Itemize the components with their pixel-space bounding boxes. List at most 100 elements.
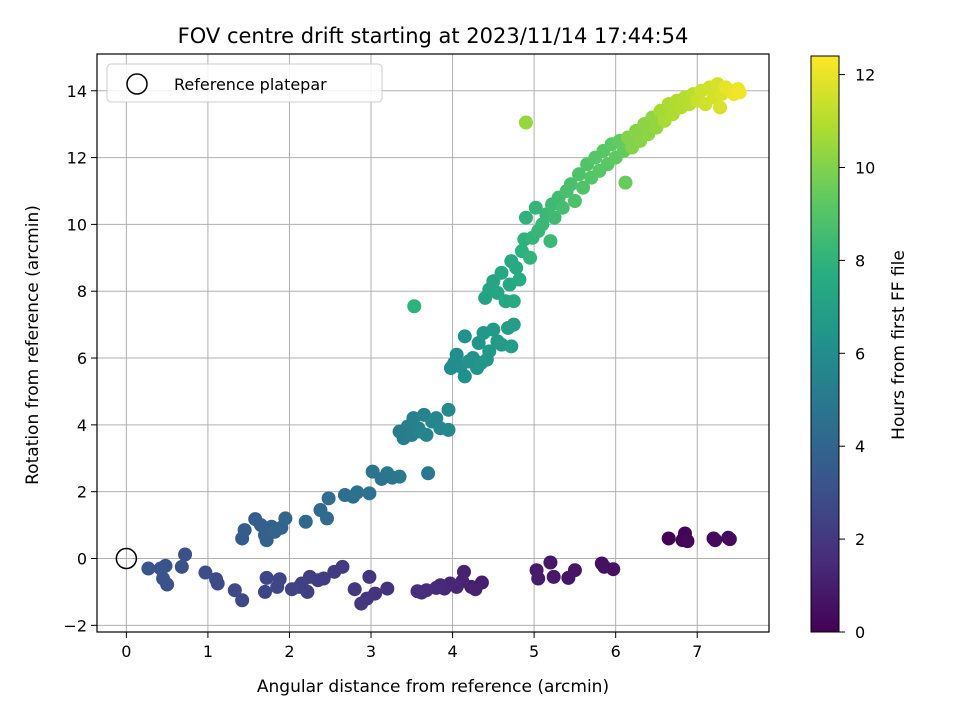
y-tick-label: −2	[63, 616, 87, 635]
data-point	[449, 347, 464, 362]
x-tick-label: 0	[121, 642, 131, 661]
data-point	[278, 511, 293, 526]
data-point	[380, 581, 395, 596]
y-tick-label: 12	[67, 149, 87, 168]
x-tick-label: 6	[611, 642, 621, 661]
data-point	[153, 561, 168, 576]
colorbar	[810, 55, 840, 633]
data-point	[392, 469, 407, 484]
x-axis-label: Angular distance from reference (arcmin)	[257, 677, 609, 697]
data-point	[457, 329, 472, 344]
colorbar-tick-label: 10	[855, 158, 875, 177]
data-point	[259, 570, 274, 585]
colorbar-tick-label: 6	[855, 344, 865, 363]
data-point	[713, 100, 728, 115]
data-point	[298, 514, 313, 529]
data-point	[561, 570, 576, 585]
data-point	[518, 210, 533, 225]
colorbar-tick-label: 8	[855, 251, 865, 270]
data-point	[421, 466, 436, 481]
gridlines	[97, 54, 769, 632]
data-point	[567, 194, 582, 209]
data-point	[347, 582, 362, 597]
data-point	[198, 565, 213, 580]
data-point	[482, 344, 497, 359]
legend-marker	[126, 73, 148, 95]
reference-marker	[115, 547, 138, 570]
y-tick-label: 14	[67, 82, 87, 101]
data-point	[680, 534, 695, 549]
data-point	[419, 427, 434, 442]
data-point	[407, 299, 422, 314]
data-point	[661, 531, 676, 546]
x-tick-label: 3	[366, 642, 376, 661]
data-point	[512, 272, 527, 287]
data-point	[486, 322, 501, 337]
data-point	[284, 582, 299, 597]
data-point	[506, 317, 521, 332]
data-point	[547, 210, 562, 225]
data-point	[441, 402, 456, 417]
y-tick-label: 8	[77, 282, 87, 301]
colorbar-tick-label: 4	[855, 437, 865, 456]
y-tick-label: 10	[67, 215, 87, 234]
data-point	[410, 584, 425, 599]
data-point	[321, 491, 336, 506]
colorbar-tick-label: 12	[855, 66, 875, 85]
x-tick-label: 5	[529, 642, 539, 661]
legend-box	[106, 63, 383, 103]
data-point	[543, 555, 558, 570]
x-axis-ticks: 0 1 2 3 4 5 6 7	[121, 632, 702, 661]
data-point	[576, 180, 591, 195]
data-point	[528, 200, 543, 215]
data-point	[518, 115, 533, 130]
x-tick-label: 4	[447, 642, 457, 661]
data-point	[174, 559, 189, 574]
data-point	[270, 579, 285, 594]
data-point	[722, 532, 737, 547]
data-point	[362, 569, 377, 584]
x-tick-label: 2	[284, 642, 294, 661]
data-point	[546, 569, 561, 584]
legend: Reference platepar	[106, 63, 383, 103]
data-point	[506, 294, 521, 309]
data-point	[141, 561, 156, 576]
data-point	[237, 523, 252, 538]
plot-frame	[96, 53, 770, 633]
y-tick-label: 6	[77, 349, 87, 368]
data-point	[504, 339, 519, 354]
colorbar-label: Hours from first FF file	[889, 250, 909, 440]
data-point	[494, 265, 509, 280]
data-point	[543, 234, 558, 249]
x-tick-label: 7	[692, 642, 702, 661]
y-axis-ticks: −2 0 2 4 6 8 10 12 14	[63, 82, 97, 635]
data-point	[555, 200, 570, 215]
data-point	[563, 177, 578, 192]
data-point	[531, 571, 546, 586]
data-point	[571, 167, 586, 182]
colorbar-ticks: 0 2 4 6 8 10 12	[839, 66, 875, 642]
data-point	[327, 564, 342, 579]
x-tick-label: 1	[203, 642, 213, 661]
y-tick-label: 0	[77, 549, 87, 568]
data-point	[354, 596, 369, 611]
data-point	[457, 369, 472, 384]
colorbar-tick-label: 0	[855, 623, 865, 642]
data-point	[362, 486, 377, 501]
data-point	[606, 562, 621, 577]
data-point	[708, 533, 723, 548]
y-axis-label: Rotation from reference (arcmin)	[23, 205, 43, 485]
data-point	[209, 572, 224, 587]
y-tick-label: 2	[77, 483, 87, 502]
data-point	[227, 583, 242, 598]
data-point	[258, 584, 272, 599]
data-point	[523, 250, 538, 265]
data-point	[178, 547, 193, 562]
data-point	[350, 485, 365, 500]
data-point	[441, 422, 456, 437]
data-point	[235, 593, 250, 608]
data-point	[732, 85, 747, 100]
chart-title: FOV centre drift starting at 2023/11/14 …	[178, 24, 689, 48]
data-point	[618, 175, 633, 190]
